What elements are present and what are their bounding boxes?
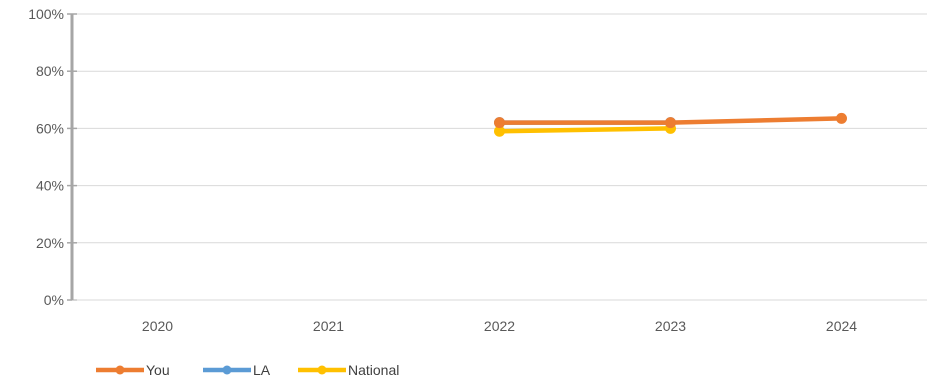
x-tick-label: 2023 <box>655 318 686 334</box>
x-tick-label: 2024 <box>826 318 857 334</box>
data-point-you <box>494 117 505 129</box>
x-tick-label: 2022 <box>484 318 515 334</box>
legend-marker <box>115 365 125 375</box>
legend-item-you: You <box>96 362 170 378</box>
legend-marker <box>222 365 232 375</box>
x-tick-label: 2020 <box>142 318 173 334</box>
series-line-national <box>497 126 673 134</box>
data-point-you <box>665 117 676 129</box>
legend-item-national: National <box>298 362 399 378</box>
legend-label: LA <box>253 362 271 378</box>
data-point-you <box>836 112 847 124</box>
y-tick-label: 20% <box>36 235 64 251</box>
y-tick-label: 80% <box>36 63 64 79</box>
legend-label: You <box>146 362 170 378</box>
legend-item-la: LA <box>203 362 271 378</box>
axes <box>67 13 927 301</box>
y-tick-label: 40% <box>36 178 64 194</box>
y-axis-tick-labels: 0% 20% 40% 60% 80% 100% <box>28 6 64 308</box>
x-tick-label: 2021 <box>313 318 344 334</box>
x-axis-tick-labels: 2020 2021 2022 2023 2024 <box>142 318 857 334</box>
legend: You LA National <box>96 362 399 378</box>
legend-label: National <box>348 362 399 378</box>
y-tick-label: 100% <box>28 6 64 22</box>
y-tick-label: 0% <box>44 292 64 308</box>
data-point-national <box>494 125 505 137</box>
legend-marker <box>317 365 327 375</box>
y-tick-label: 60% <box>36 120 64 136</box>
series-lines <box>494 112 847 137</box>
